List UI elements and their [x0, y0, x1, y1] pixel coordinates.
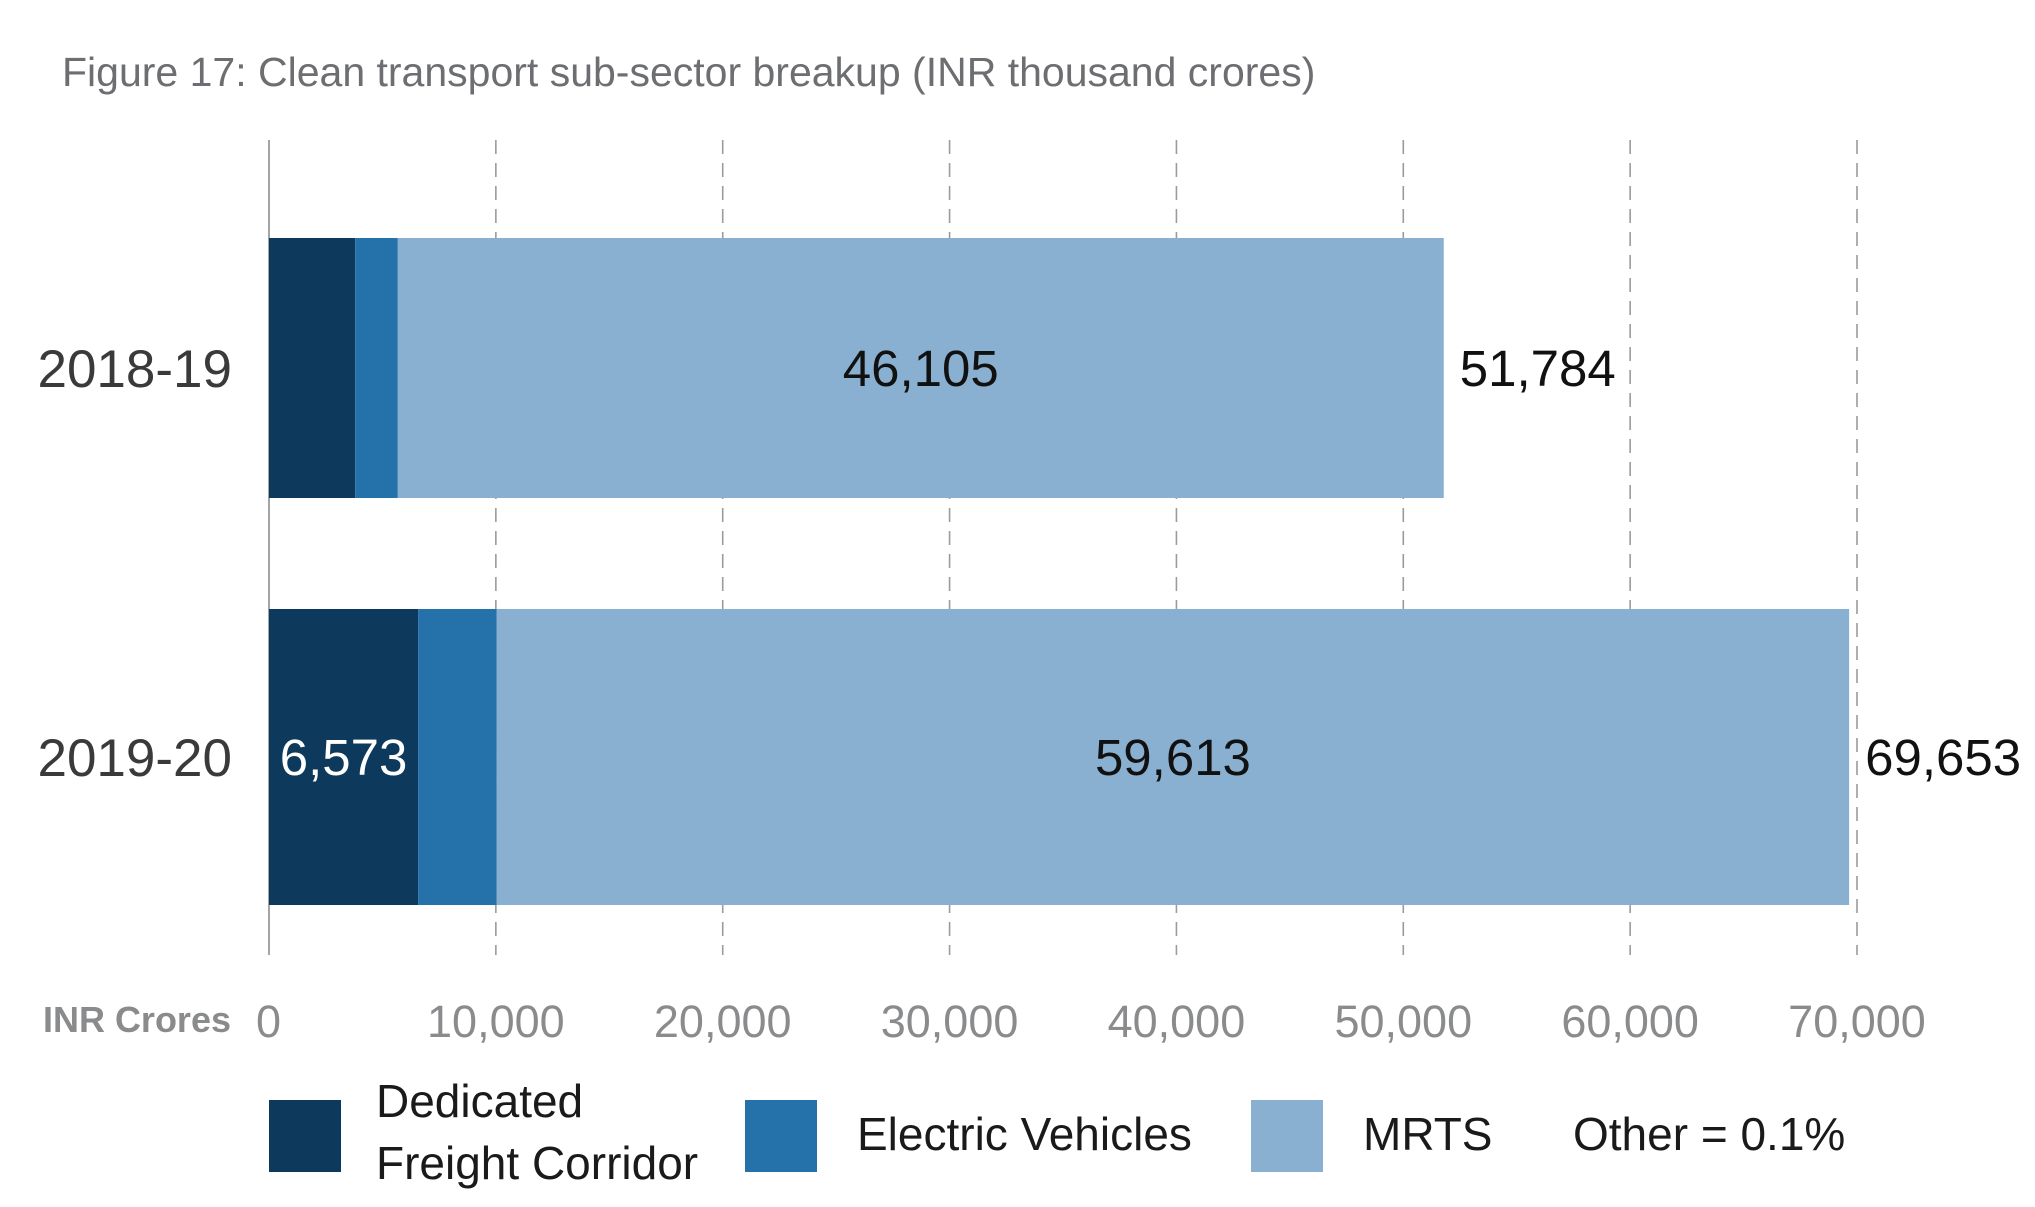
chart-title: Figure 17: Clean transport sub-sector br…	[62, 49, 1315, 95]
bar-segment	[269, 609, 419, 905]
category-labels: 2018-19 2019-20	[37, 340, 232, 788]
bar-segment	[418, 609, 497, 905]
bar-segment	[496, 609, 1850, 905]
bar-segment	[355, 238, 398, 498]
x-tick-label: 50,000	[1334, 996, 1472, 1047]
legend-swatch	[269, 1100, 341, 1172]
category-label: 2019-20	[37, 729, 232, 788]
legend: Dedicated Freight Corridor Electric Vehicl…	[269, 1075, 1845, 1189]
legend-swatch	[1251, 1100, 1323, 1172]
legend-label: MRTS	[1363, 1108, 1493, 1160]
bar-segment	[269, 238, 356, 498]
x-tick-label: 0	[256, 996, 281, 1047]
data-label: 46,105	[843, 340, 999, 397]
legend-label: Electric Vehicles	[857, 1108, 1192, 1160]
legend-note: Other = 0.1%	[1573, 1108, 1845, 1160]
x-tick-label: 20,000	[654, 996, 792, 1047]
total-label: 51,784	[1460, 340, 1616, 397]
x-tick-label: 70,000	[1788, 996, 1926, 1047]
x-tick-label: 10,000	[427, 996, 565, 1047]
legend-swatch	[745, 1100, 817, 1172]
data-label: 6,573	[280, 729, 408, 786]
data-label: 59,613	[1095, 729, 1251, 786]
x-tick-label: 60,000	[1561, 996, 1699, 1047]
x-tick-label: 30,000	[881, 996, 1019, 1047]
total-label: 69,653	[1865, 729, 2021, 786]
legend-label: Freight Corridor	[376, 1137, 698, 1189]
x-tick-label: 40,000	[1108, 996, 1246, 1047]
x-axis-ticks: 0 10,000 20,000 30,000 40,000 50,000 60,000 70,…	[256, 996, 1926, 1047]
x-axis-unit-label: INR Crores	[43, 999, 231, 1040]
legend-label: Dedicated	[376, 1075, 583, 1127]
bars: 46,105 51,784 6,573 59,613 69,653	[269, 238, 2021, 905]
bar-segment	[397, 238, 1444, 498]
category-label: 2018-19	[37, 340, 232, 399]
